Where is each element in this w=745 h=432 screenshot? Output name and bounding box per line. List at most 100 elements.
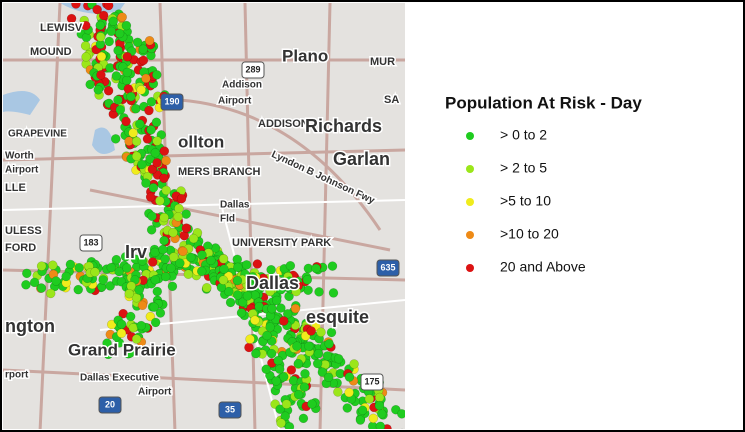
- risk-dot: [114, 28, 125, 39]
- risk-dot: [342, 403, 353, 413]
- risk-dot: [95, 32, 106, 42]
- highway-number: 35: [225, 404, 235, 414]
- risk-dot: [250, 315, 260, 325]
- risk-dot: [265, 286, 275, 297]
- place-label: Grand Prairie: [68, 340, 176, 359]
- risk-dot: [145, 311, 156, 322]
- risk-dot: [271, 376, 282, 386]
- risk-dot: [323, 372, 334, 383]
- risk-dot: [159, 235, 169, 246]
- risk-dot: [146, 225, 157, 235]
- risk-dot: [364, 394, 375, 404]
- legend-swatch: [466, 231, 474, 239]
- lake: [92, 127, 115, 154]
- risk-dot: [135, 119, 145, 129]
- place-label: Richards: [305, 116, 382, 136]
- risk-dot: [282, 309, 293, 319]
- risk-dot: [125, 311, 136, 322]
- risk-dot: [48, 260, 58, 270]
- risk-dot: [276, 418, 286, 428]
- risk-dot: [397, 409, 405, 419]
- risk-dot: [148, 182, 159, 193]
- risk-dot: [290, 303, 301, 314]
- risk-dot: [152, 286, 163, 297]
- highway-number: 190: [164, 96, 179, 106]
- risk-dot: [400, 428, 404, 429]
- risk-dot: [106, 319, 117, 330]
- risk-dot: [173, 212, 183, 222]
- risk-dot: [314, 287, 324, 297]
- legend-label: > 2 to 5: [500, 160, 547, 176]
- risk-dot: [144, 105, 154, 116]
- risk-dot: [368, 413, 379, 424]
- risk-dot: [138, 44, 148, 54]
- place-label: rport: [5, 370, 29, 381]
- risk-dot: [111, 71, 122, 81]
- highway-shield: [376, 259, 400, 277]
- risk-dot: [22, 268, 32, 279]
- risk-dot: [111, 254, 122, 265]
- risk-dot: [197, 250, 207, 260]
- risk-dot: [175, 258, 185, 268]
- risk-dot: [113, 45, 123, 56]
- risk-dot: [65, 259, 76, 270]
- risk-dot: [126, 91, 136, 102]
- risk-dot: [103, 349, 113, 360]
- risk-dot: [291, 286, 301, 297]
- highway-shield: [79, 234, 103, 252]
- risk-dot: [300, 368, 310, 379]
- risk-dot: [155, 196, 165, 206]
- risk-dot: [146, 97, 157, 107]
- risk-dot: [122, 263, 132, 273]
- legend-label: > 0 to 2: [500, 127, 547, 143]
- risk-dot: [181, 209, 191, 219]
- risk-dot: [307, 399, 317, 409]
- risk-dot: [115, 105, 126, 115]
- risk-dot: [105, 281, 115, 291]
- risk-dot: [125, 348, 135, 358]
- place-label: MUR: [370, 56, 395, 68]
- risk-dot: [306, 326, 316, 336]
- risk-dot: [29, 277, 40, 288]
- risk-dot: [61, 271, 71, 282]
- risk-dot: [136, 320, 146, 331]
- risk-dot: [293, 389, 304, 400]
- risk-dot: [102, 338, 112, 348]
- risk-dot: [73, 284, 83, 295]
- place-label: Plano: [282, 46, 328, 65]
- risk-dot: [245, 334, 255, 344]
- risk-dot: [322, 351, 333, 361]
- place-label: LEWISV: [40, 22, 83, 34]
- risk-dot: [137, 300, 148, 311]
- risk-dot: [242, 291, 253, 301]
- risk-dot: [120, 252, 131, 262]
- risk-dot: [238, 297, 248, 308]
- risk-dot: [374, 400, 385, 411]
- risk-dot: [98, 275, 108, 285]
- risk-dot: [122, 75, 132, 86]
- legend-swatch: [466, 165, 474, 173]
- risk-dot: [81, 20, 91, 31]
- place-label: ULESS: [5, 225, 42, 237]
- risk-dot: [278, 372, 289, 382]
- risk-dot: [110, 134, 121, 144]
- risk-dot: [158, 244, 168, 255]
- risk-dots: [21, 3, 405, 429]
- risk-dot: [202, 283, 212, 293]
- place-label: FORD: [5, 242, 36, 254]
- risk-dot: [168, 252, 179, 262]
- risk-dot: [145, 192, 156, 202]
- risk-dot: [95, 20, 105, 31]
- risk-dot: [232, 290, 243, 300]
- risk-dot: [147, 257, 158, 267]
- risk-dot: [66, 13, 77, 24]
- risk-dot: [357, 405, 368, 415]
- place-label: ngton: [5, 316, 55, 336]
- risk-dot: [149, 302, 159, 312]
- risk-dot: [124, 288, 134, 299]
- risk-dot: [131, 136, 142, 147]
- risk-dot: [103, 3, 114, 11]
- risk-dot: [113, 95, 123, 105]
- risk-dot: [284, 276, 295, 286]
